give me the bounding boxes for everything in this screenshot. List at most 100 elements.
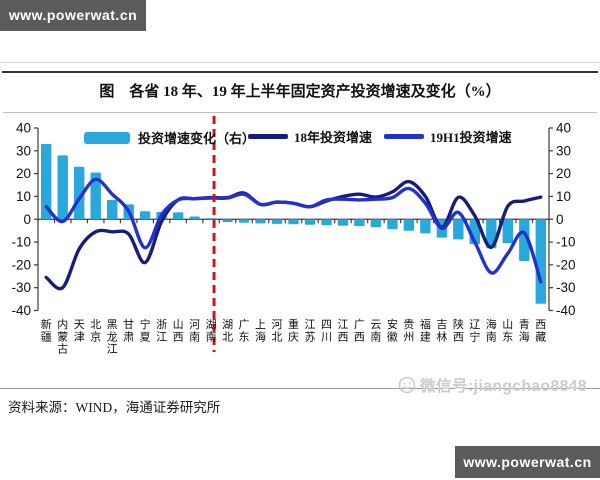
line-18-series <box>44 179 543 291</box>
x-label-char: 广 <box>354 318 365 331</box>
x-label-char: 蒙 <box>57 330 68 343</box>
right-axis-label: -30 <box>556 280 576 295</box>
bar <box>453 219 464 240</box>
x-label-char: 肃 <box>123 330 134 343</box>
x-label-char: 河 <box>189 318 200 331</box>
x-label-char: 东 <box>239 330 250 343</box>
bar <box>403 219 415 231</box>
bar <box>387 219 398 230</box>
bar <box>172 212 184 220</box>
x-label-char: 苏 <box>304 330 315 343</box>
wechat-icon <box>398 376 416 394</box>
site-url-top: www.powerwat.cn <box>8 7 138 23</box>
x-label-char: 海 <box>519 329 530 343</box>
bar <box>502 219 513 244</box>
x-label-char: 西 <box>173 331 184 343</box>
watermark-text: 微信号:jiangchao8848 <box>420 378 587 395</box>
x-label-char: 南 <box>206 330 217 343</box>
x-label-char: 宁 <box>140 317 151 331</box>
right-axis-label: 20 <box>556 166 571 181</box>
bar <box>535 219 546 304</box>
left-axis-label: -20 <box>11 257 31 272</box>
x-label-char: 内 <box>57 317 68 331</box>
axis-tick-labels: 40 40 30 30 20 20 10 10 0 0 -10 -10 -20 -20 -30 -30 -40 -… <box>11 121 575 319</box>
x-label-char: 安 <box>387 317 398 331</box>
x-label-char: 青 <box>519 318 530 331</box>
right-axis-label: 0 <box>556 212 564 227</box>
x-label-char: 西 <box>535 319 546 331</box>
legend-label-19h1: 19H1投资增速 <box>430 130 512 145</box>
site-banner-top[interactable]: www.powerwat.cn <box>0 0 146 31</box>
left-axis-label: 0 <box>23 212 31 227</box>
bar <box>41 144 52 220</box>
x-label-char: 北 <box>90 318 101 331</box>
divider-rule-title-top <box>2 71 598 73</box>
x-label-char: 州 <box>403 331 414 343</box>
x-label-char: 南 <box>189 330 200 343</box>
source-row: 资料来源：WIND，海通证券研究所 <box>8 396 220 416</box>
x-label-char: 湖 <box>222 318 233 331</box>
x-label-char: 广 <box>239 318 250 331</box>
bar-swatch <box>84 131 130 144</box>
x-label-char: 湖 <box>206 318 217 331</box>
x-label-char: 上 <box>255 318 266 331</box>
x-label-char: 川 <box>321 331 332 343</box>
x-label-char: 古 <box>57 343 68 356</box>
x-label-char: 林 <box>436 329 447 343</box>
left-axis-label: 10 <box>16 189 31 204</box>
x-label-char: 西 <box>354 331 365 343</box>
bar <box>90 172 101 220</box>
x-label-char: 江 <box>304 318 315 331</box>
left-axis-label: 30 <box>16 143 31 158</box>
bar <box>222 219 233 222</box>
legend-item-change-bar: 投资增速变化（右） <box>84 128 255 147</box>
bar <box>205 218 217 220</box>
x-label-char: 重 <box>288 317 299 331</box>
x-label-char: 藏 <box>535 330 546 343</box>
x-label-char: 北 <box>222 330 233 343</box>
x-label-char: 西 <box>337 331 348 343</box>
bar <box>337 219 349 226</box>
bar <box>321 219 332 226</box>
right-axis-label: 30 <box>556 143 571 158</box>
right-axis-label: 10 <box>556 189 571 204</box>
x-label-char: 福 <box>420 317 431 331</box>
x-label-char: 京 <box>90 329 101 343</box>
bar <box>74 166 85 220</box>
legend-label-18: 18年投资增速 <box>294 130 373 145</box>
bar <box>519 219 530 261</box>
divider-rule-top-light <box>0 62 600 63</box>
right-axis-label: -40 <box>556 303 576 318</box>
right-axis-label: 40 <box>556 121 571 136</box>
figure-title: 图 各省 18 年、19 年上半年固定资产投资增速及变化（%） <box>99 84 501 100</box>
left-axis-label: -30 <box>11 280 31 295</box>
bar <box>271 219 283 224</box>
x-label-char: 东 <box>502 330 513 343</box>
x-axis-labels: 新疆内蒙古天津北京黑龙江甘肃宁夏浙江山西河南湖南湖北广东上海河北重庆江苏四川江西… <box>41 317 547 356</box>
x-label-char: 西 <box>453 331 464 343</box>
change-bars <box>41 144 546 304</box>
bar <box>238 219 250 223</box>
x-label-char: 江 <box>337 318 348 331</box>
bar <box>370 219 382 228</box>
x-label-char: 江 <box>107 343 118 356</box>
x-label-char: 四 <box>321 319 332 331</box>
divider-rule-source <box>0 388 600 389</box>
line-19h1-swatch <box>384 134 424 139</box>
bar <box>107 199 118 220</box>
bar <box>139 211 151 220</box>
x-label-char: 北 <box>272 330 283 343</box>
site-url-bottom: www.powerwat.cn <box>463 454 592 470</box>
legend-item-line-19h1: 19H1投资增速 <box>384 127 512 146</box>
legend-item-line-18: 18年投资增速 <box>248 127 372 146</box>
right-axis-label: -20 <box>556 257 576 272</box>
site-banner-bottom[interactable]: www.powerwat.cn <box>455 446 600 478</box>
source-label: 资料来源： <box>8 400 76 415</box>
x-label-char: 庆 <box>288 329 299 343</box>
x-label-char: 辽 <box>469 318 480 331</box>
x-label-char: 河 <box>272 318 283 331</box>
watermark: 微信号:jiangchao8848 <box>398 374 587 396</box>
x-label-char: 江 <box>156 330 167 343</box>
